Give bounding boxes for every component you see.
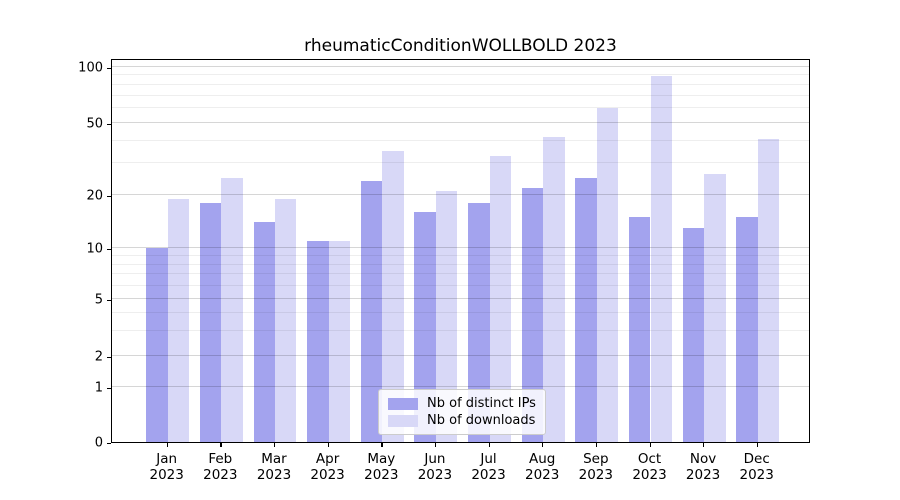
y-tick-mark-2 — [107, 357, 111, 359]
bar-jun-distinct-ips — [414, 212, 436, 442]
y-tick-label-100: 100 — [78, 60, 103, 76]
x-tick-label-apr: Apr 2023 — [310, 451, 345, 483]
x-tick-mark-jul — [488, 443, 490, 447]
bar-jun-downloads — [435, 191, 458, 442]
x-tick-label-sep: Sep 2023 — [578, 451, 613, 483]
x-tick-mark-dec — [756, 443, 758, 447]
chart-title: rheumaticConditionWOLLBOLD 2023 — [304, 36, 617, 56]
gridline-90 — [112, 74, 809, 76]
bar-apr-distinct-ips — [307, 240, 329, 442]
legend-swatch-downloads — [388, 414, 418, 427]
x-tick-mark-feb — [220, 443, 222, 447]
x-tick-label-jan: Jan 2023 — [149, 451, 184, 483]
bar-jul-downloads — [489, 155, 511, 442]
bar-feb-downloads — [221, 177, 243, 442]
y-tick-label-1: 1 — [94, 380, 103, 396]
legend-label-downloads: Nb of downloads — [427, 413, 536, 428]
x-tick-label-nov: Nov 2023 — [685, 451, 721, 483]
bar-mar-downloads — [275, 199, 297, 442]
y-tick-label-0: 0 — [94, 435, 103, 451]
bar-apr-downloads — [328, 240, 351, 442]
y-tick-mark-0 — [107, 443, 111, 445]
x-tick-label-dec: Dec 2023 — [739, 451, 774, 483]
bar-may-distinct-ips — [360, 180, 383, 442]
gridline-70 — [112, 94, 809, 96]
x-tick-label-may: May 2023 — [364, 451, 399, 483]
x-tick-mark-jun — [434, 443, 437, 447]
x-tick-mark-aug — [542, 443, 544, 447]
gridline-30 — [112, 162, 809, 164]
y-tick-label-5: 5 — [94, 292, 103, 308]
y-tick-mark-1 — [107, 388, 111, 390]
x-tick-label-aug: Aug 2023 — [525, 451, 560, 483]
x-tick-label-oct: Oct 2023 — [632, 451, 667, 483]
bar-jan-distinct-ips — [146, 248, 168, 442]
y-tick-mark-100 — [107, 67, 111, 70]
bar-jan-downloads — [167, 199, 190, 442]
y-tick-label-2: 2 — [94, 349, 103, 365]
x-tick-mark-may — [381, 443, 383, 447]
y-tick-label-10: 10 — [86, 241, 103, 257]
y-tick-label-50: 50 — [86, 116, 103, 132]
legend: Nb of distinct IPs Nb of downloads — [378, 389, 546, 435]
x-tick-label-jul: Jul 2023 — [471, 451, 506, 483]
bar-oct-downloads — [650, 76, 672, 442]
x-tick-label-feb: Feb 2023 — [203, 451, 238, 483]
y-tick-mark-50 — [107, 123, 111, 126]
y-tick-mark-5 — [107, 300, 111, 302]
x-tick-mark-sep — [595, 443, 598, 447]
bar-dec-distinct-ips — [736, 217, 758, 442]
legend-row-downloads: Nb of downloads — [388, 413, 536, 428]
bar-nov-distinct-ips — [682, 228, 705, 442]
x-tick-mark-jan — [166, 443, 168, 447]
gridline-80 — [112, 83, 809, 85]
bar-nov-downloads — [704, 174, 726, 442]
gridline-100 — [112, 65, 809, 67]
legend-row-distinct-ips: Nb of distinct IPs — [388, 396, 536, 411]
plot-area — [111, 59, 810, 443]
y-tick-mark-20 — [107, 196, 111, 198]
bar-jul-distinct-ips — [468, 203, 490, 442]
legend-swatch-distinct-ips — [388, 397, 418, 410]
x-tick-mark-oct — [649, 443, 651, 447]
gridline-40 — [112, 139, 809, 141]
x-tick-label-mar: Mar 2023 — [256, 451, 292, 483]
x-tick-mark-mar — [274, 443, 276, 447]
x-tick-label-jun: Jun 2023 — [417, 451, 453, 483]
y-tick-mark-10 — [107, 249, 111, 251]
gridline-50 — [112, 121, 809, 123]
bar-may-downloads — [382, 151, 404, 442]
bar-feb-distinct-ips — [199, 203, 222, 442]
bar-sep-distinct-ips — [575, 177, 597, 442]
x-tick-mark-nov — [703, 443, 705, 447]
bar-aug-downloads — [543, 136, 565, 442]
x-tick-mark-apr — [327, 443, 329, 447]
bar-aug-distinct-ips — [521, 187, 544, 442]
bar-mar-distinct-ips — [253, 222, 275, 442]
legend-label-distinct-ips: Nb of distinct IPs — [427, 396, 536, 411]
bar-oct-distinct-ips — [629, 217, 651, 442]
bar-sep-downloads — [596, 108, 619, 442]
bar-dec-downloads — [757, 138, 780, 442]
y-tick-label-20: 20 — [86, 188, 103, 204]
gridline-60 — [112, 107, 809, 109]
